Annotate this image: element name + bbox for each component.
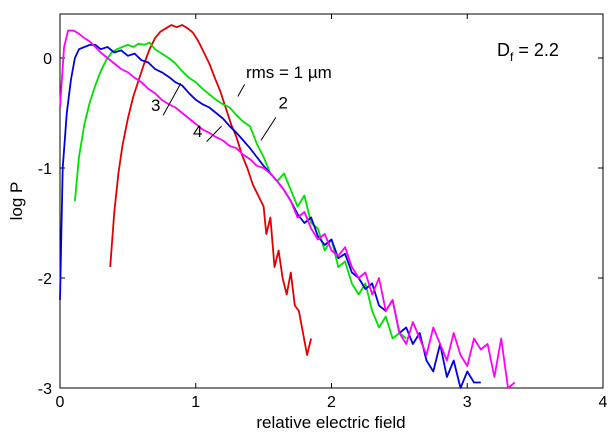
annotation-leader-4 (206, 125, 222, 142)
inset-label-sub: f (510, 50, 514, 64)
series-line-2 (74, 41, 407, 340)
x-tick-label: 3 (463, 394, 472, 411)
inset-label-rest: = 2.2 (513, 40, 559, 60)
annotation-label-3: 3 (151, 96, 160, 115)
x-tick-label: 4 (599, 394, 608, 411)
x-tick-label: 0 (56, 394, 65, 411)
annotation-leader-2 (260, 117, 277, 141)
y-tick-label: -1 (38, 161, 52, 178)
series-line-3 (59, 43, 481, 389)
annotation-label-1: rms = 1 µm (246, 63, 332, 82)
x-tick-label: 1 (191, 394, 200, 411)
annotation-leader-3 (162, 83, 182, 116)
series-layer (59, 24, 516, 389)
y-axis-ticks: -3 -2 -1 0 (38, 51, 603, 398)
y-tick-label: 0 (43, 51, 52, 68)
y-tick-label: -3 (38, 381, 52, 398)
annotation-leader-1 (237, 84, 246, 97)
x-tick-label: 2 (327, 394, 336, 411)
inset-label: Df = 2.2 (497, 40, 559, 64)
series-line-4 (59, 29, 516, 389)
x-axis-ticks: 0 1 2 3 4 (56, 14, 608, 411)
y-tick-label: -2 (38, 271, 52, 288)
y-axis-label: log P (7, 182, 26, 221)
annotation-label-4: 4 (193, 122, 202, 141)
annotation-layer: rms = 1 µm 2 3 4 (151, 63, 332, 142)
x-axis-label: relative electric field (256, 413, 405, 432)
series-line-1 (109, 24, 312, 356)
annotation-label-2: 2 (279, 94, 288, 113)
inset-label-main: D (497, 40, 510, 60)
